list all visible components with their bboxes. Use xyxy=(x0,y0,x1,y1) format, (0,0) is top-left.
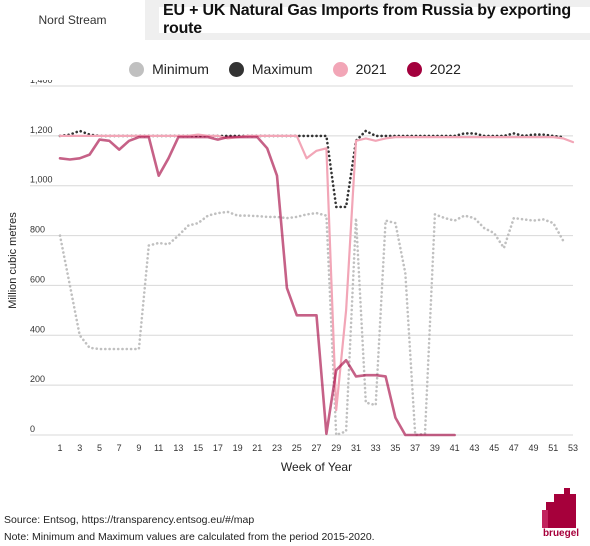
y-tick-label: 800 xyxy=(30,225,45,235)
series-line-maximum xyxy=(58,129,565,209)
x-tick-label: 29 xyxy=(331,443,341,453)
legend-label: Maximum xyxy=(251,61,313,77)
x-tick-label: 23 xyxy=(272,443,282,453)
series-line-2022 xyxy=(58,135,456,437)
x-tick-label: 31 xyxy=(351,443,361,453)
y-tick-label: 1,400 xyxy=(30,80,53,85)
x-tick-label: 33 xyxy=(371,443,381,453)
x-tick-label: 43 xyxy=(469,443,479,453)
legend-swatch xyxy=(332,61,348,77)
x-tick-label: 45 xyxy=(489,443,499,453)
x-tick-label: 17 xyxy=(213,443,223,453)
x-tick-label: 1 xyxy=(57,443,62,453)
x-tick-label: 35 xyxy=(390,443,400,453)
chart-legend: Minimum Maximum 2021 2022 xyxy=(0,58,590,80)
series-line-minimum xyxy=(58,210,565,437)
y-axis-title: Million cubic metres xyxy=(7,212,19,309)
x-tick-label: 39 xyxy=(430,443,440,453)
series-line-2021 xyxy=(58,133,575,412)
x-tick-label: 9 xyxy=(136,443,141,453)
chart-title: EU + UK Natural Gas Imports from Russia … xyxy=(159,2,590,37)
y-tick-label: 0 xyxy=(30,424,35,434)
y-tick-label: 400 xyxy=(30,324,45,334)
legend-label: Minimum xyxy=(152,61,209,77)
legend-item-2021: 2021 xyxy=(332,61,387,77)
x-tick-label: 5 xyxy=(97,443,102,453)
legend-swatch xyxy=(406,61,422,77)
x-tick-label: 27 xyxy=(311,443,321,453)
x-tick-label: 37 xyxy=(410,443,420,453)
legend-swatch xyxy=(228,61,244,77)
logo-label: bruegel xyxy=(542,528,580,539)
y-tick-label: 1,200 xyxy=(30,125,53,135)
x-axis-title: Week of Year xyxy=(281,460,352,474)
legend-swatch xyxy=(129,61,145,77)
legend-item-2022: 2022 xyxy=(406,61,461,77)
x-tick-label: 21 xyxy=(252,443,262,453)
x-tick-label: 49 xyxy=(529,443,539,453)
method-note: Note: Minimum and Maximum values are cal… xyxy=(4,531,375,543)
legend-label: 2022 xyxy=(429,61,461,77)
legend-item-maximum: Maximum xyxy=(228,61,313,77)
x-tick-label: 19 xyxy=(233,443,243,453)
x-tick-label: 25 xyxy=(292,443,302,453)
x-tick-label: 3 xyxy=(77,443,82,453)
tab-nord-stream[interactable]: Nord Stream xyxy=(0,0,145,40)
bruegel-logo xyxy=(542,488,576,528)
x-tick-label: 15 xyxy=(193,443,203,453)
y-tick-label: 200 xyxy=(30,374,45,384)
x-tick-label: 41 xyxy=(450,443,460,453)
x-tick-label: 47 xyxy=(509,443,519,453)
x-tick-label: 53 xyxy=(568,443,578,453)
x-tick-label: 51 xyxy=(548,443,558,453)
x-tick-label: 7 xyxy=(117,443,122,453)
y-tick-label: 1,000 xyxy=(30,175,53,185)
legend-item-minimum: Minimum xyxy=(129,61,209,77)
x-tick-label: 13 xyxy=(173,443,183,453)
source-note: Source: Entsog, https://transparency.ent… xyxy=(4,514,255,526)
y-tick-label: 600 xyxy=(30,274,45,284)
legend-label: 2021 xyxy=(355,61,387,77)
x-tick-label: 11 xyxy=(154,443,163,453)
